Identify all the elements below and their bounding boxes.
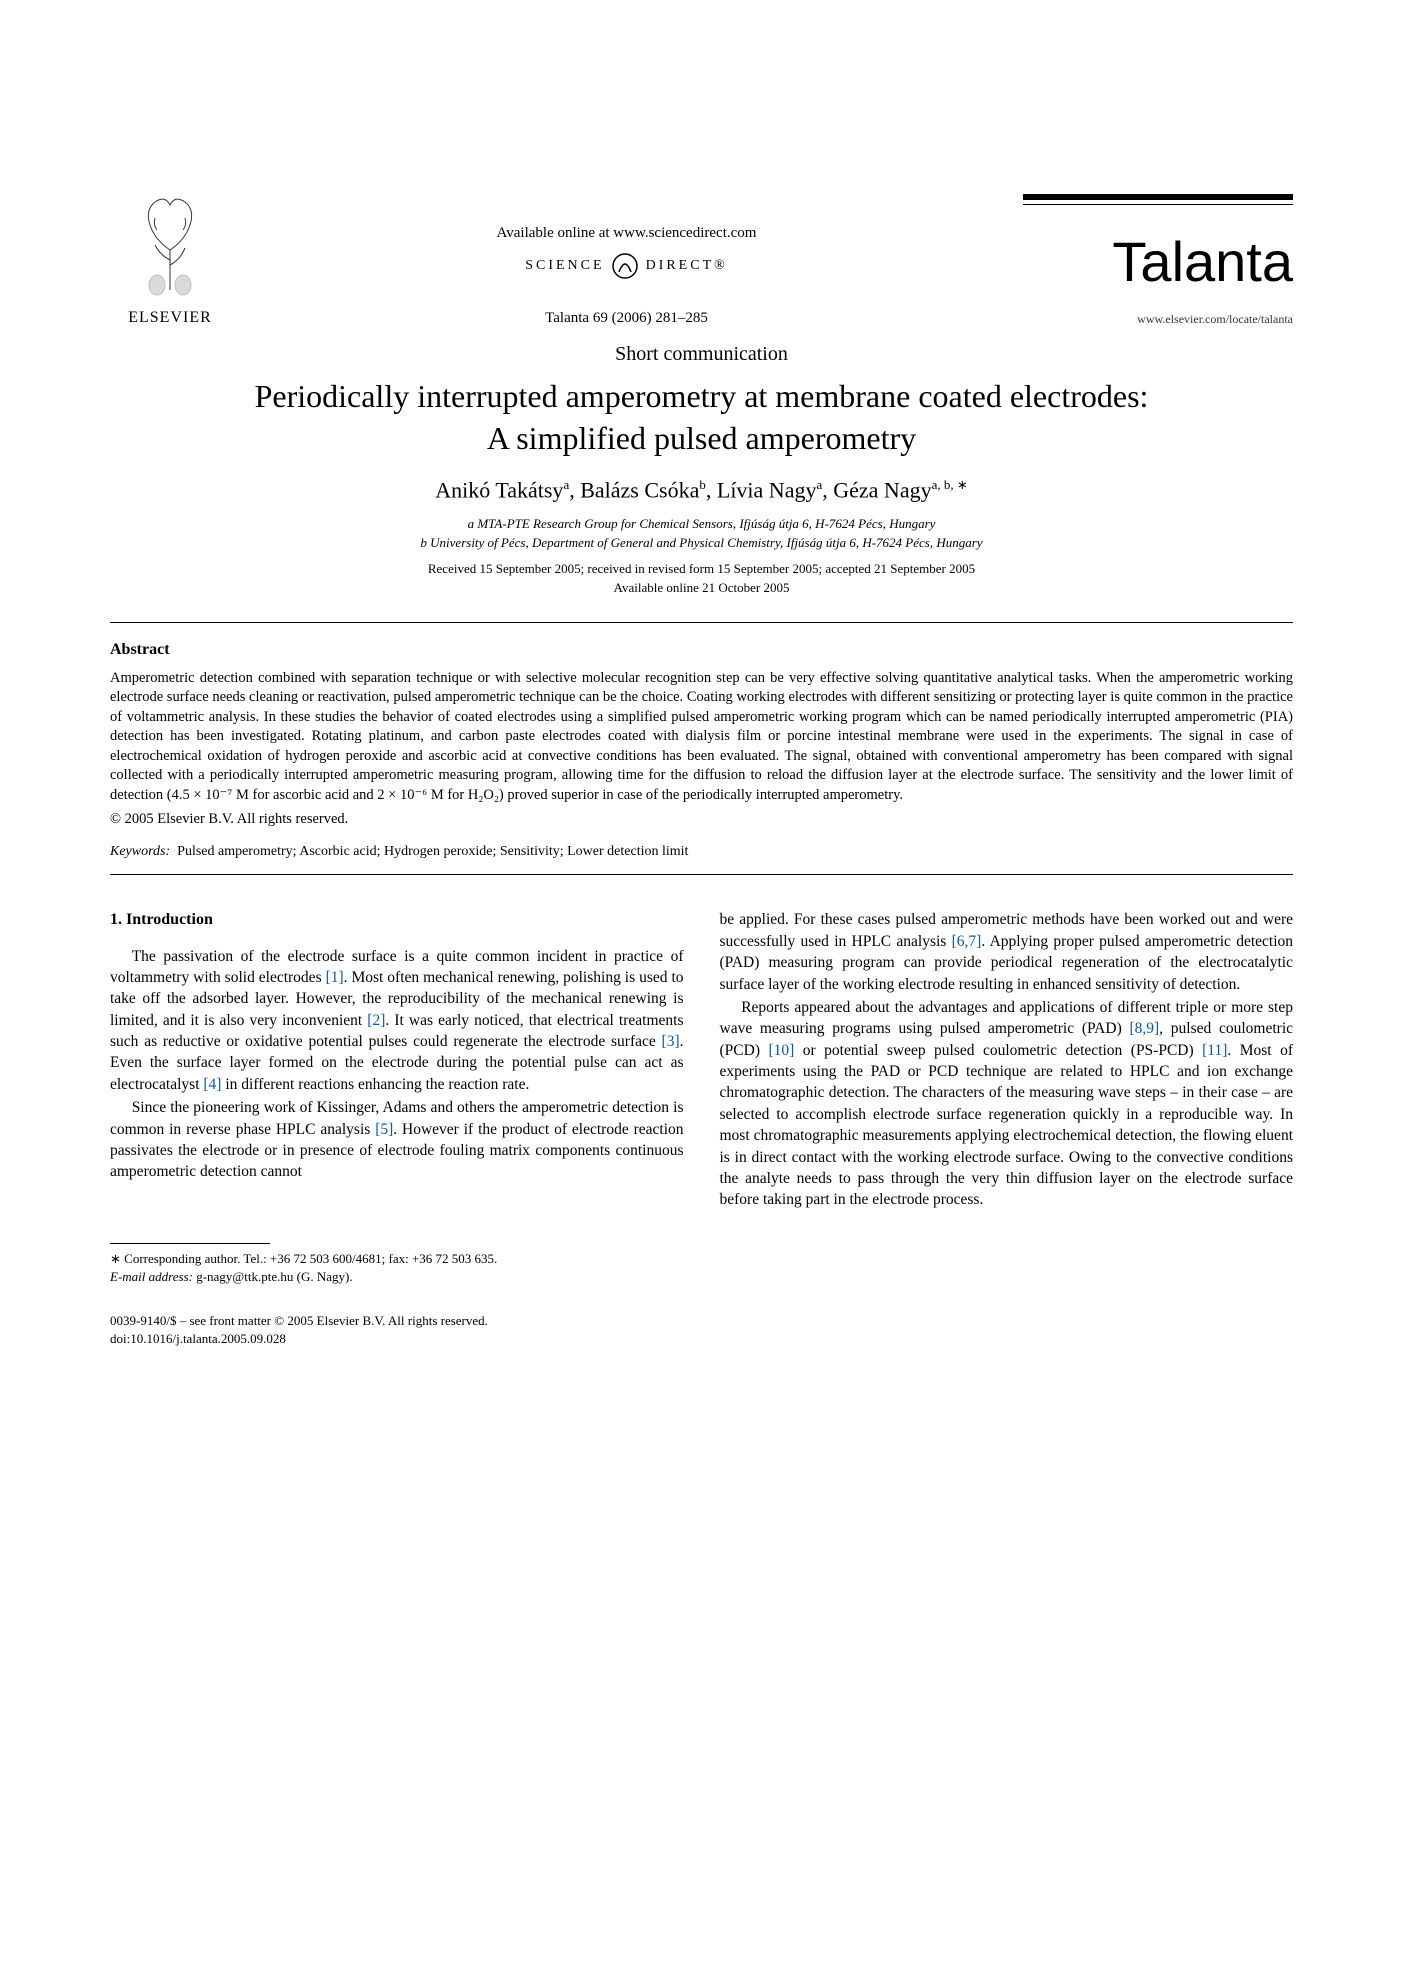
author-2-affil: b xyxy=(699,477,706,492)
ref-1[interactable]: [1] xyxy=(326,969,344,986)
title-line-1: Periodically interrupted amperometry at … xyxy=(255,378,1149,414)
keywords-text: Pulsed amperometry; Ascorbic acid; Hydro… xyxy=(177,844,688,859)
footnote-rule xyxy=(110,1243,270,1244)
ref-4[interactable]: [4] xyxy=(203,1076,221,1093)
right-column: be applied. For these cases pulsed amper… xyxy=(720,909,1294,1348)
publisher-label: ELSEVIER xyxy=(110,309,230,327)
doi-line: doi:10.1016/j.talanta.2005.09.028 xyxy=(110,1330,684,1348)
ref-6-7[interactable]: [6,7] xyxy=(952,933,982,950)
copyright: © 2005 Elsevier B.V. All rights reserved… xyxy=(110,811,1293,828)
rp2c: or potential sweep pulsed coulometric de… xyxy=(794,1042,1202,1059)
journal-url: www.elsevier.com/locate/talanta xyxy=(1023,312,1293,327)
ref-3[interactable]: [3] xyxy=(662,1033,680,1050)
left-column: 1. Introduction The passivation of the e… xyxy=(110,909,684,1348)
abstract-body: Amperometric detection combined with sep… xyxy=(110,669,1293,806)
science-direct-logo: SCIENCE DIRECT® xyxy=(230,252,1023,280)
abstract-heading: Abstract xyxy=(110,641,1293,659)
center-header: Available online at www.sciencedirect.co… xyxy=(230,215,1023,327)
intro-para-2: Since the pioneering work of Kissinger, … xyxy=(110,1097,684,1183)
title-line-2: A simplified pulsed amperometry xyxy=(487,420,916,456)
ref-2[interactable]: [2] xyxy=(367,1012,385,1029)
author-3: Lívia Nagy xyxy=(717,478,817,503)
author-1: Anikó Takátsy xyxy=(435,478,563,503)
right-para-2: Reports appeared about the advantages an… xyxy=(720,997,1294,1211)
p1e: in different reactions enhancing the rea… xyxy=(221,1076,529,1093)
corr-author-line: ∗ Corresponding author. Tel.: +36 72 503… xyxy=(110,1250,684,1268)
sd-text-2: DIRECT® xyxy=(646,258,728,273)
elsevier-tree-icon xyxy=(125,190,215,300)
rp2d: . Most of experiments using the PAD or P… xyxy=(720,1042,1294,1209)
author-1-affil: a xyxy=(563,477,569,492)
journal-rule xyxy=(1023,194,1293,205)
paper-title: Periodically interrupted amperometry at … xyxy=(110,376,1293,459)
divider-bottom xyxy=(110,874,1293,875)
email-value: g-nagy@ttk.pte.hu (G. Nagy). xyxy=(196,1269,352,1284)
dates-online: Available online 21 October 2005 xyxy=(110,578,1293,598)
email-label: E-mail address: xyxy=(110,1269,193,1284)
footer-meta: 0039-9140/$ – see front matter © 2005 El… xyxy=(110,1312,684,1348)
article-dates: Received 15 September 2005; received in … xyxy=(110,559,1293,598)
sd-text-1: SCIENCE xyxy=(525,258,604,273)
keywords-label: Keywords: xyxy=(110,844,170,859)
author-4-affil: a, b, ∗ xyxy=(932,477,968,492)
right-para-1: be applied. For these cases pulsed amper… xyxy=(720,909,1294,995)
citation: Talanta 69 (2006) 281–285 xyxy=(230,310,1023,327)
keywords-line: Keywords: Pulsed amperometry; Ascorbic a… xyxy=(110,844,1293,860)
intro-para-1: The passivation of the electrode surface… xyxy=(110,946,684,1096)
science-direct-icon xyxy=(611,252,639,280)
body-columns: 1. Introduction The passivation of the e… xyxy=(110,909,1293,1348)
ref-8-9[interactable]: [8,9] xyxy=(1129,1020,1159,1037)
affiliation-a: a MTA-PTE Research Group for Chemical Se… xyxy=(110,514,1293,534)
available-online-text: Available online at www.sciencedirect.co… xyxy=(230,225,1023,242)
divider-top xyxy=(110,622,1293,623)
section-1-heading: 1. Introduction xyxy=(110,909,684,931)
journal-brand-block: Talanta www.elsevier.com/locate/talanta xyxy=(1023,194,1293,327)
corresponding-footnote: ∗ Corresponding author. Tel.: +36 72 503… xyxy=(110,1250,684,1286)
front-matter-line: 0039-9140/$ – see front matter © 2005 El… xyxy=(110,1312,684,1330)
journal-header: ELSEVIER Available online at www.science… xyxy=(110,190,1293,327)
ref-10[interactable]: [10] xyxy=(768,1042,794,1059)
authors: Anikó Takátsya, Balázs Csókab, Lívia Nag… xyxy=(110,477,1293,503)
journal-name: Talanta xyxy=(1023,229,1293,294)
corr-email-line: E-mail address: g-nagy@ttk.pte.hu (G. Na… xyxy=(110,1268,684,1286)
publisher-block: ELSEVIER xyxy=(110,190,230,327)
affiliations: a MTA-PTE Research Group for Chemical Se… xyxy=(110,514,1293,553)
author-4: Géza Nagy xyxy=(833,478,931,503)
article-type: Short communication xyxy=(110,343,1293,366)
ref-11[interactable]: [11] xyxy=(1202,1042,1227,1059)
affiliation-b: b University of Pécs, Department of Gene… xyxy=(110,533,1293,553)
author-3-affil: a xyxy=(816,477,822,492)
ref-5[interactable]: [5] xyxy=(375,1121,393,1138)
dates-received: Received 15 September 2005; received in … xyxy=(110,559,1293,579)
author-2: Balázs Csóka xyxy=(580,478,699,503)
